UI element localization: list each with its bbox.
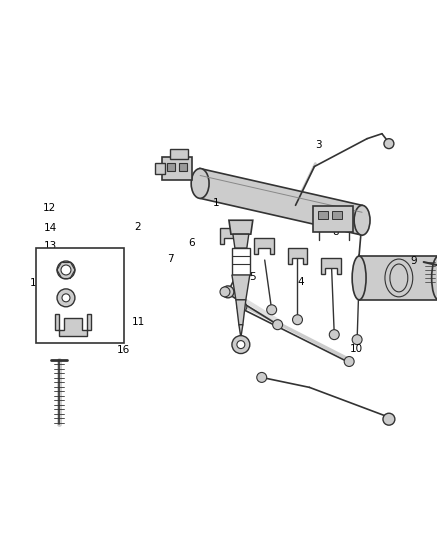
- Polygon shape: [220, 228, 240, 244]
- Text: 12: 12: [43, 203, 56, 213]
- Bar: [179, 163, 187, 171]
- Polygon shape: [233, 234, 249, 248]
- Circle shape: [344, 357, 354, 367]
- Text: 1: 1: [212, 198, 219, 208]
- Circle shape: [384, 139, 394, 149]
- Polygon shape: [200, 168, 362, 235]
- Polygon shape: [288, 248, 307, 264]
- Text: 5: 5: [250, 272, 256, 282]
- Circle shape: [352, 335, 362, 345]
- Text: 13: 13: [44, 241, 57, 252]
- Text: 15: 15: [30, 278, 43, 288]
- Polygon shape: [359, 256, 438, 300]
- Text: 6: 6: [188, 238, 195, 248]
- Bar: [155, 163, 165, 174]
- Polygon shape: [254, 238, 274, 254]
- Polygon shape: [55, 314, 91, 336]
- Bar: [318, 211, 328, 219]
- Circle shape: [57, 261, 75, 279]
- Ellipse shape: [191, 168, 209, 198]
- Ellipse shape: [431, 256, 438, 300]
- Circle shape: [237, 341, 245, 349]
- Text: 10: 10: [350, 344, 363, 354]
- Ellipse shape: [352, 256, 366, 300]
- Bar: [167, 163, 175, 171]
- Polygon shape: [236, 300, 246, 325]
- Bar: [332, 211, 342, 219]
- Text: 3: 3: [315, 140, 321, 150]
- Circle shape: [222, 286, 234, 298]
- Ellipse shape: [354, 205, 370, 235]
- Circle shape: [57, 289, 75, 307]
- Text: 2: 2: [134, 222, 141, 232]
- Polygon shape: [321, 258, 341, 274]
- Circle shape: [267, 305, 277, 315]
- Circle shape: [237, 302, 247, 312]
- Text: 8: 8: [332, 227, 339, 237]
- Circle shape: [220, 287, 230, 297]
- Polygon shape: [232, 275, 250, 300]
- Text: 16: 16: [117, 345, 130, 355]
- Text: 4: 4: [297, 277, 304, 287]
- Bar: [36, 248, 124, 343]
- Text: 14: 14: [44, 223, 57, 233]
- Polygon shape: [239, 325, 243, 337]
- Circle shape: [61, 265, 71, 275]
- Circle shape: [273, 320, 283, 330]
- Circle shape: [257, 373, 267, 382]
- Text: 9: 9: [410, 256, 417, 266]
- Text: 11: 11: [132, 317, 145, 327]
- FancyBboxPatch shape: [162, 157, 192, 181]
- FancyBboxPatch shape: [314, 206, 353, 232]
- Polygon shape: [232, 248, 250, 275]
- Circle shape: [62, 294, 70, 302]
- Circle shape: [329, 330, 339, 340]
- Polygon shape: [229, 220, 253, 234]
- Bar: [170, 149, 188, 158]
- Text: 7: 7: [167, 254, 173, 263]
- Circle shape: [383, 413, 395, 425]
- Circle shape: [232, 336, 250, 353]
- Circle shape: [293, 315, 303, 325]
